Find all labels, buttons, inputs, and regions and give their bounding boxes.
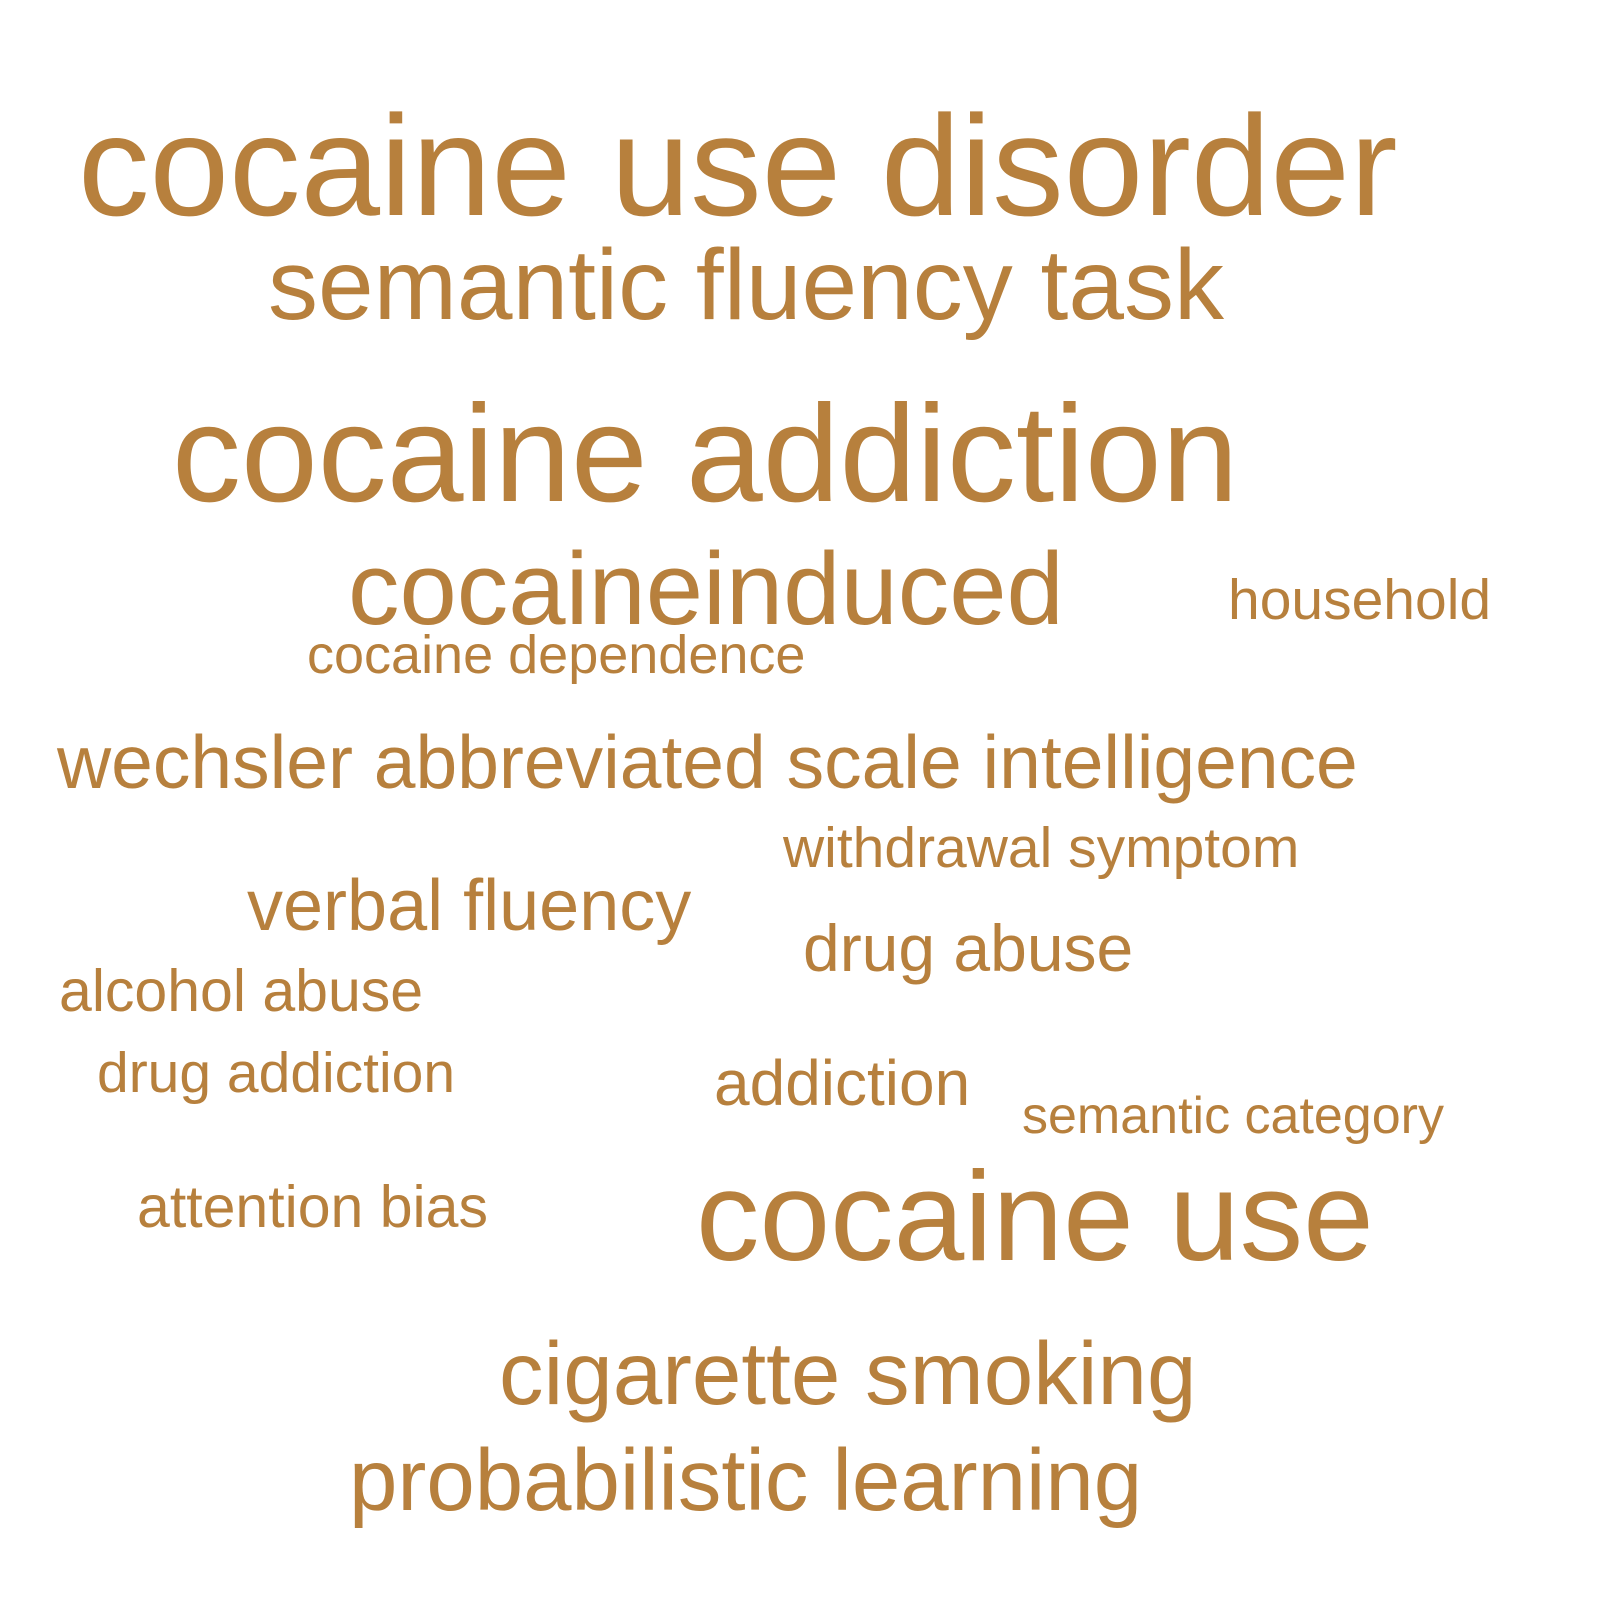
word-semantic-fluency-task: semantic fluency task <box>268 229 1224 341</box>
word-attention-bias: attention bias <box>137 1174 488 1240</box>
word-drug-abuse: drug abuse <box>803 911 1134 985</box>
word-addiction: addiction <box>714 1047 971 1119</box>
word-cocaine-use: cocaine use <box>696 1145 1374 1287</box>
word-cocaineinduced: cocaineinduced <box>348 531 1064 646</box>
word-alcohol-abuse: alcohol abuse <box>59 958 424 1024</box>
word-probabilistic-learning: probabilistic learning <box>349 1432 1143 1529</box>
word-cocaine-use-disorder: cocaine use disorder <box>78 87 1398 246</box>
word-wechsler-abbreviated-scale: wechsler abbreviated scale intelligence <box>57 720 1358 804</box>
word-verbal-fluency: verbal fluency <box>247 866 692 946</box>
word-drug-addiction: drug addiction <box>97 1041 456 1105</box>
word-household: household <box>1228 568 1492 632</box>
word-cigarette-smoking: cigarette smoking <box>499 1323 1197 1423</box>
word-cocaine-addiction: cocaine addiction <box>172 377 1239 531</box>
word-withdrawal-symptom: withdrawal symptom <box>783 816 1300 880</box>
word-cocaine-dependence: cocaine dependence <box>307 625 806 685</box>
word-semantic-category: semantic category <box>1022 1087 1444 1145</box>
